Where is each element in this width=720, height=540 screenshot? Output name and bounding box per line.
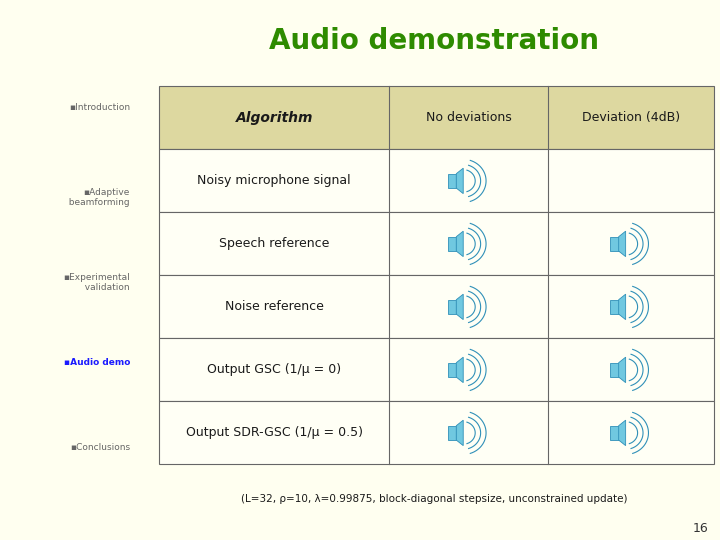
Polygon shape bbox=[618, 294, 626, 320]
Bar bbox=[448, 426, 456, 440]
Text: Noisy microphone signal: Noisy microphone signal bbox=[197, 174, 351, 187]
Text: (L=32, ρ=10, λ=0.99875, block-diagonal stepsize, unconstrained update): (L=32, ρ=10, λ=0.99875, block-diagonal s… bbox=[240, 495, 627, 504]
Text: Output SDR-GSC (1/μ = 0.5): Output SDR-GSC (1/μ = 0.5) bbox=[186, 427, 363, 440]
Bar bbox=[159, 339, 714, 401]
Text: Speech reference: Speech reference bbox=[219, 238, 330, 251]
Polygon shape bbox=[618, 231, 626, 256]
Polygon shape bbox=[618, 420, 626, 445]
Text: ▪Experimental
  validation: ▪Experimental validation bbox=[63, 273, 130, 292]
Bar bbox=[448, 300, 456, 314]
Text: No deviations: No deviations bbox=[426, 111, 511, 124]
Bar bbox=[159, 212, 714, 275]
Bar bbox=[611, 300, 618, 314]
Polygon shape bbox=[618, 357, 626, 383]
Bar bbox=[448, 363, 456, 377]
Text: 16: 16 bbox=[693, 522, 708, 535]
Bar bbox=[611, 426, 618, 440]
Polygon shape bbox=[456, 294, 463, 320]
Polygon shape bbox=[456, 231, 463, 256]
Bar bbox=[159, 150, 714, 212]
Text: Algorithm: Algorithm bbox=[235, 111, 313, 125]
Text: Noise reference: Noise reference bbox=[225, 300, 324, 313]
Bar bbox=[159, 86, 714, 150]
Text: Audio demonstration: Audio demonstration bbox=[269, 27, 599, 55]
Polygon shape bbox=[456, 420, 463, 445]
Text: ▪Audio demo: ▪Audio demo bbox=[63, 357, 130, 367]
Bar bbox=[159, 275, 714, 339]
Bar bbox=[448, 174, 456, 188]
Bar bbox=[159, 401, 714, 464]
Bar bbox=[611, 237, 618, 251]
Bar bbox=[448, 237, 456, 251]
Text: ▪Conclusions: ▪Conclusions bbox=[70, 443, 130, 452]
Bar bbox=[611, 363, 618, 377]
Text: ▪Introduction: ▪Introduction bbox=[69, 103, 130, 112]
Text: ▪Adaptive
  beamforming: ▪Adaptive beamforming bbox=[63, 187, 130, 207]
Polygon shape bbox=[456, 168, 463, 194]
Polygon shape bbox=[456, 357, 463, 383]
Text: Output GSC (1/μ = 0): Output GSC (1/μ = 0) bbox=[207, 363, 341, 376]
Text: Deviation (4dB): Deviation (4dB) bbox=[582, 111, 680, 124]
